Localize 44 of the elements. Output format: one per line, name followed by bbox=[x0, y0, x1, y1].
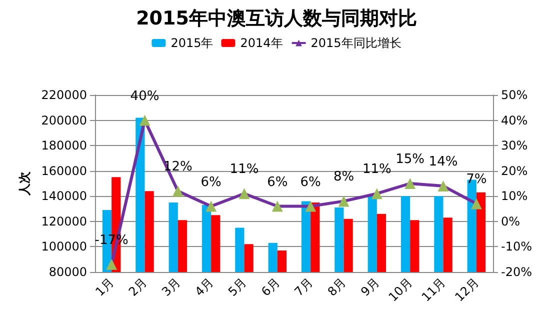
data-label: 15% bbox=[396, 152, 425, 167]
data-label: 6% bbox=[300, 174, 321, 190]
data-label: 7% bbox=[466, 172, 487, 188]
legend-label: 2014年 bbox=[240, 36, 283, 50]
x-tick-label: 7月 bbox=[292, 275, 316, 299]
y-axis-title: 人次 bbox=[17, 170, 32, 196]
y-tick-label: 80000 bbox=[48, 265, 87, 279]
y-tick-label: 140000 bbox=[41, 189, 87, 204]
x-tick-label: 2月 bbox=[126, 275, 150, 299]
data-label: 8% bbox=[333, 170, 354, 185]
x-tick-label: 12月 bbox=[452, 275, 482, 304]
y2-tick-label: 10% bbox=[501, 189, 528, 204]
y-tick-label: 220000 bbox=[41, 88, 87, 102]
data-label: 40% bbox=[130, 88, 160, 104]
legend-label: 2015年 bbox=[170, 36, 214, 50]
x-tick-label: 8月 bbox=[324, 275, 349, 299]
y2-tick-label: 0% bbox=[501, 214, 520, 228]
x-tick-label: 10月 bbox=[386, 275, 416, 304]
y2-tick-label: 50% bbox=[501, 88, 528, 102]
x-tick-label: 1月 bbox=[92, 275, 117, 299]
y-tick-label: 180000 bbox=[41, 138, 87, 153]
y2-tick-label: 40% bbox=[501, 113, 528, 128]
y-tick-label: 100000 bbox=[41, 240, 87, 254]
y2-tick-label: 20% bbox=[501, 164, 528, 178]
legend-label: 2015年同比增长 bbox=[310, 36, 402, 50]
data-label: 11% bbox=[230, 162, 259, 178]
data-label: 6% bbox=[267, 174, 288, 190]
y-tick-label: 160000 bbox=[41, 164, 87, 178]
y-tick-label: 200000 bbox=[41, 113, 87, 128]
x-tick-label: 5月 bbox=[225, 275, 250, 299]
data-label: -17% bbox=[94, 232, 128, 248]
x-tick-label: 4月 bbox=[192, 275, 216, 299]
y2-tick-label: 30% bbox=[501, 138, 528, 153]
y-tick-label: 120000 bbox=[41, 214, 87, 228]
chart-title: 2015年中澳互访人数与同期对比 bbox=[136, 8, 417, 30]
x-tick-label: 11月 bbox=[419, 275, 448, 304]
x-tick-label: 6月 bbox=[258, 275, 282, 299]
data-label: 14% bbox=[428, 154, 458, 170]
x-tick-label: 9月 bbox=[358, 275, 382, 299]
y2-tick-label: -20% bbox=[501, 265, 532, 279]
data-label: 6% bbox=[200, 174, 222, 190]
y2-tick-label: -10% bbox=[501, 240, 532, 254]
x-tick-label: 3月 bbox=[159, 275, 183, 299]
data-label: 11% bbox=[362, 162, 392, 178]
